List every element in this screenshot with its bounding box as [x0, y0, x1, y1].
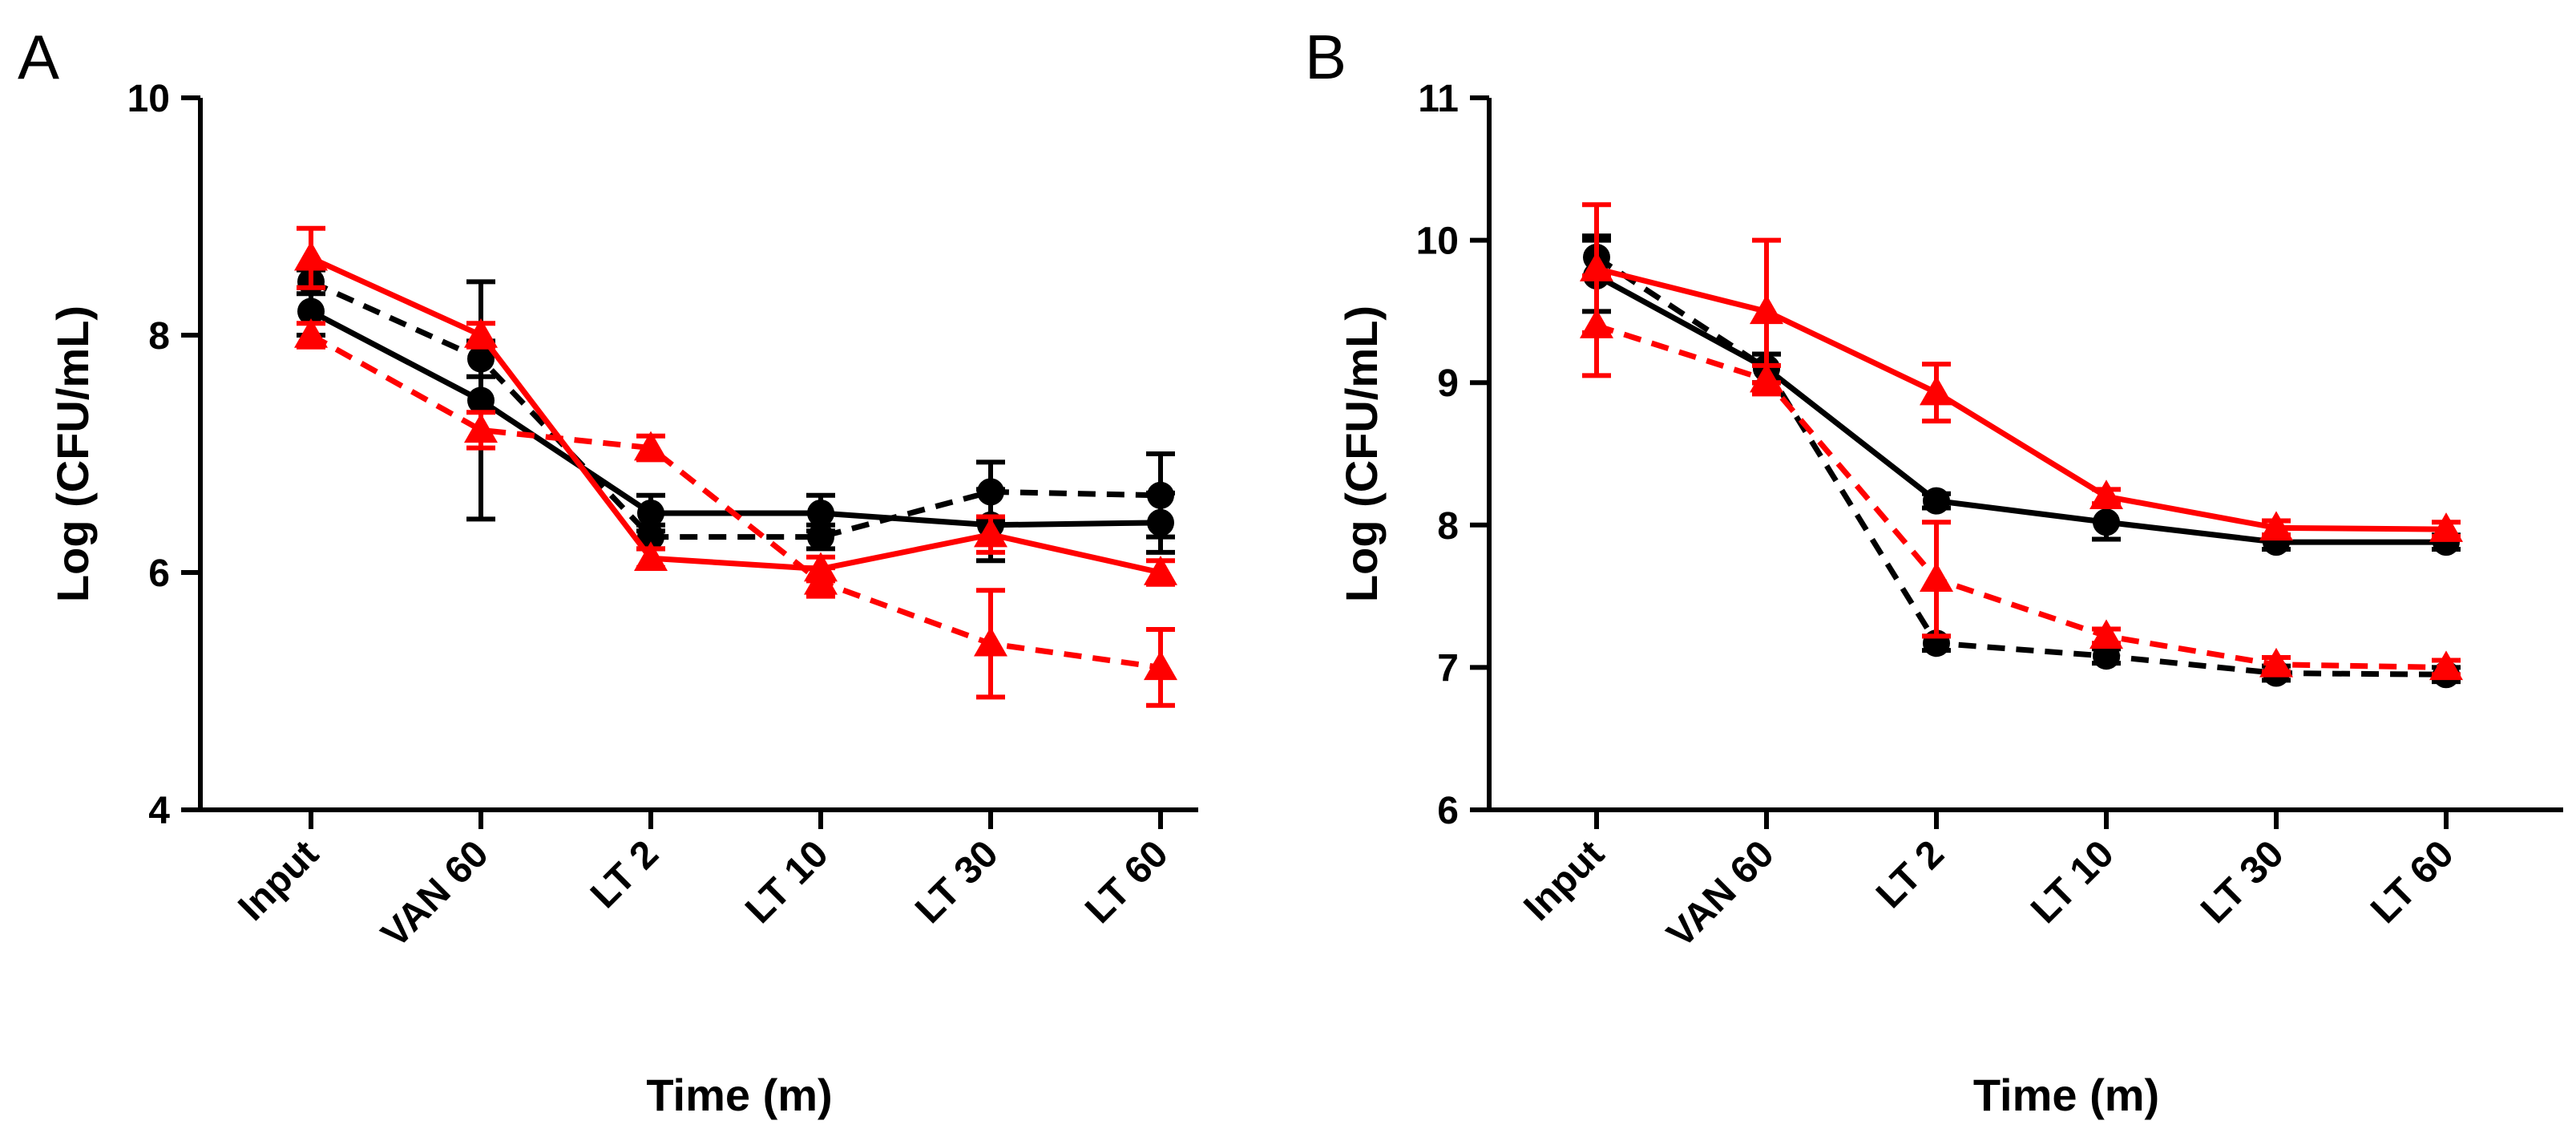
y-axis-title: Log (CFU/mL)	[47, 305, 98, 602]
data-point	[1580, 309, 1613, 338]
x-tick-label: LT 2	[583, 832, 667, 916]
series-line	[1596, 265, 2447, 532]
data-point	[637, 523, 664, 551]
series-black-solid	[297, 279, 1175, 564]
data-point	[294, 241, 328, 271]
data-point	[974, 517, 1007, 548]
series-line	[1595, 254, 2447, 678]
data-point	[2093, 508, 2120, 536]
data-point	[1144, 556, 1177, 585]
data-point	[634, 541, 668, 571]
chart-panel-a: A 4 6 8 10 Input VAN 60 LT 2 LT 10 LT 30 LT 60 Time…	[18, 22, 1198, 1120]
y-tick-label: 10	[127, 78, 170, 120]
x-axis-title: Time (m)	[646, 1070, 832, 1120]
x-tick-label: LT 60	[2363, 832, 2462, 932]
data-point	[464, 318, 498, 348]
data-point	[637, 500, 664, 527]
data-point	[2259, 511, 2293, 541]
data-point	[974, 626, 1007, 657]
y-tick-label: 6	[148, 552, 170, 595]
series-red-solid	[294, 225, 1177, 587]
series-line	[1595, 322, 2447, 670]
series-black-dashed	[1582, 233, 2461, 689]
data-point	[1750, 294, 1783, 325]
data-point	[2429, 650, 2463, 681]
data-point	[807, 500, 834, 527]
data-point	[2089, 619, 2123, 649]
chart-panel-b: B 6 7 8 9 10 11 Input VAN 60 LT 2 LT 10 LT 30 LT 60 T…	[1305, 22, 2563, 1120]
x-tick-label: LT 10	[737, 832, 837, 932]
y-tick-label: 6	[1437, 790, 1459, 832]
series-line	[309, 279, 1161, 540]
data-point	[1144, 650, 1177, 681]
y-tick-label: 4	[148, 790, 170, 832]
data-point	[1147, 481, 1174, 509]
y-tick-label: 8	[1437, 505, 1459, 548]
y-tick-label: 10	[1416, 221, 1459, 263]
data-point	[977, 478, 1004, 506]
series-black-dashed	[297, 267, 1175, 552]
panel-label: B	[1305, 22, 1347, 92]
data-point	[2429, 512, 2463, 542]
panel-label: A	[18, 22, 59, 92]
x-tick-label: VAN 60	[373, 832, 497, 956]
y-tick-label: 9	[1437, 362, 1459, 405]
x-tick-label: VAN 60	[1659, 832, 1783, 956]
data-point	[1920, 375, 1953, 406]
data-point	[634, 431, 668, 461]
data-point	[294, 318, 328, 348]
series-red-solid	[1580, 202, 2463, 542]
data-point	[2089, 479, 2123, 510]
data-point	[1920, 562, 1953, 593]
x-tick-label: LT 30	[907, 832, 1007, 932]
y-axis-title: Log (CFU/mL)	[1336, 305, 1387, 602]
data-point	[467, 345, 495, 373]
data-point	[1750, 362, 1783, 393]
data-point	[1923, 487, 1950, 515]
series-line	[309, 255, 1161, 576]
x-tick-label: LT 10	[2023, 832, 2122, 932]
data-point	[804, 564, 838, 595]
data-point	[297, 297, 325, 326]
series-red-dashed	[1580, 273, 2463, 681]
data-point	[464, 413, 498, 443]
x-tick-label: Input	[230, 832, 326, 929]
series-red-dashed	[294, 318, 1177, 708]
series-line	[309, 332, 1161, 670]
x-tick-label: Input	[1516, 832, 1612, 929]
x-tick-label: LT 60	[1077, 832, 1177, 932]
x-tick-label: LT 30	[2193, 832, 2292, 932]
y-tick-label: 11	[1418, 78, 1459, 120]
series-black-solid	[1582, 237, 2461, 556]
data-point	[2259, 647, 2293, 678]
y-tick-label: 7	[1437, 647, 1459, 690]
data-point	[807, 523, 834, 551]
x-axis-title: Time (m)	[1973, 1070, 2159, 1120]
x-tick-label: LT 2	[1868, 832, 1952, 916]
data-point	[467, 386, 495, 415]
series-line	[1595, 273, 2446, 545]
y-tick-label: 8	[148, 315, 170, 358]
data-point	[2093, 642, 2120, 670]
